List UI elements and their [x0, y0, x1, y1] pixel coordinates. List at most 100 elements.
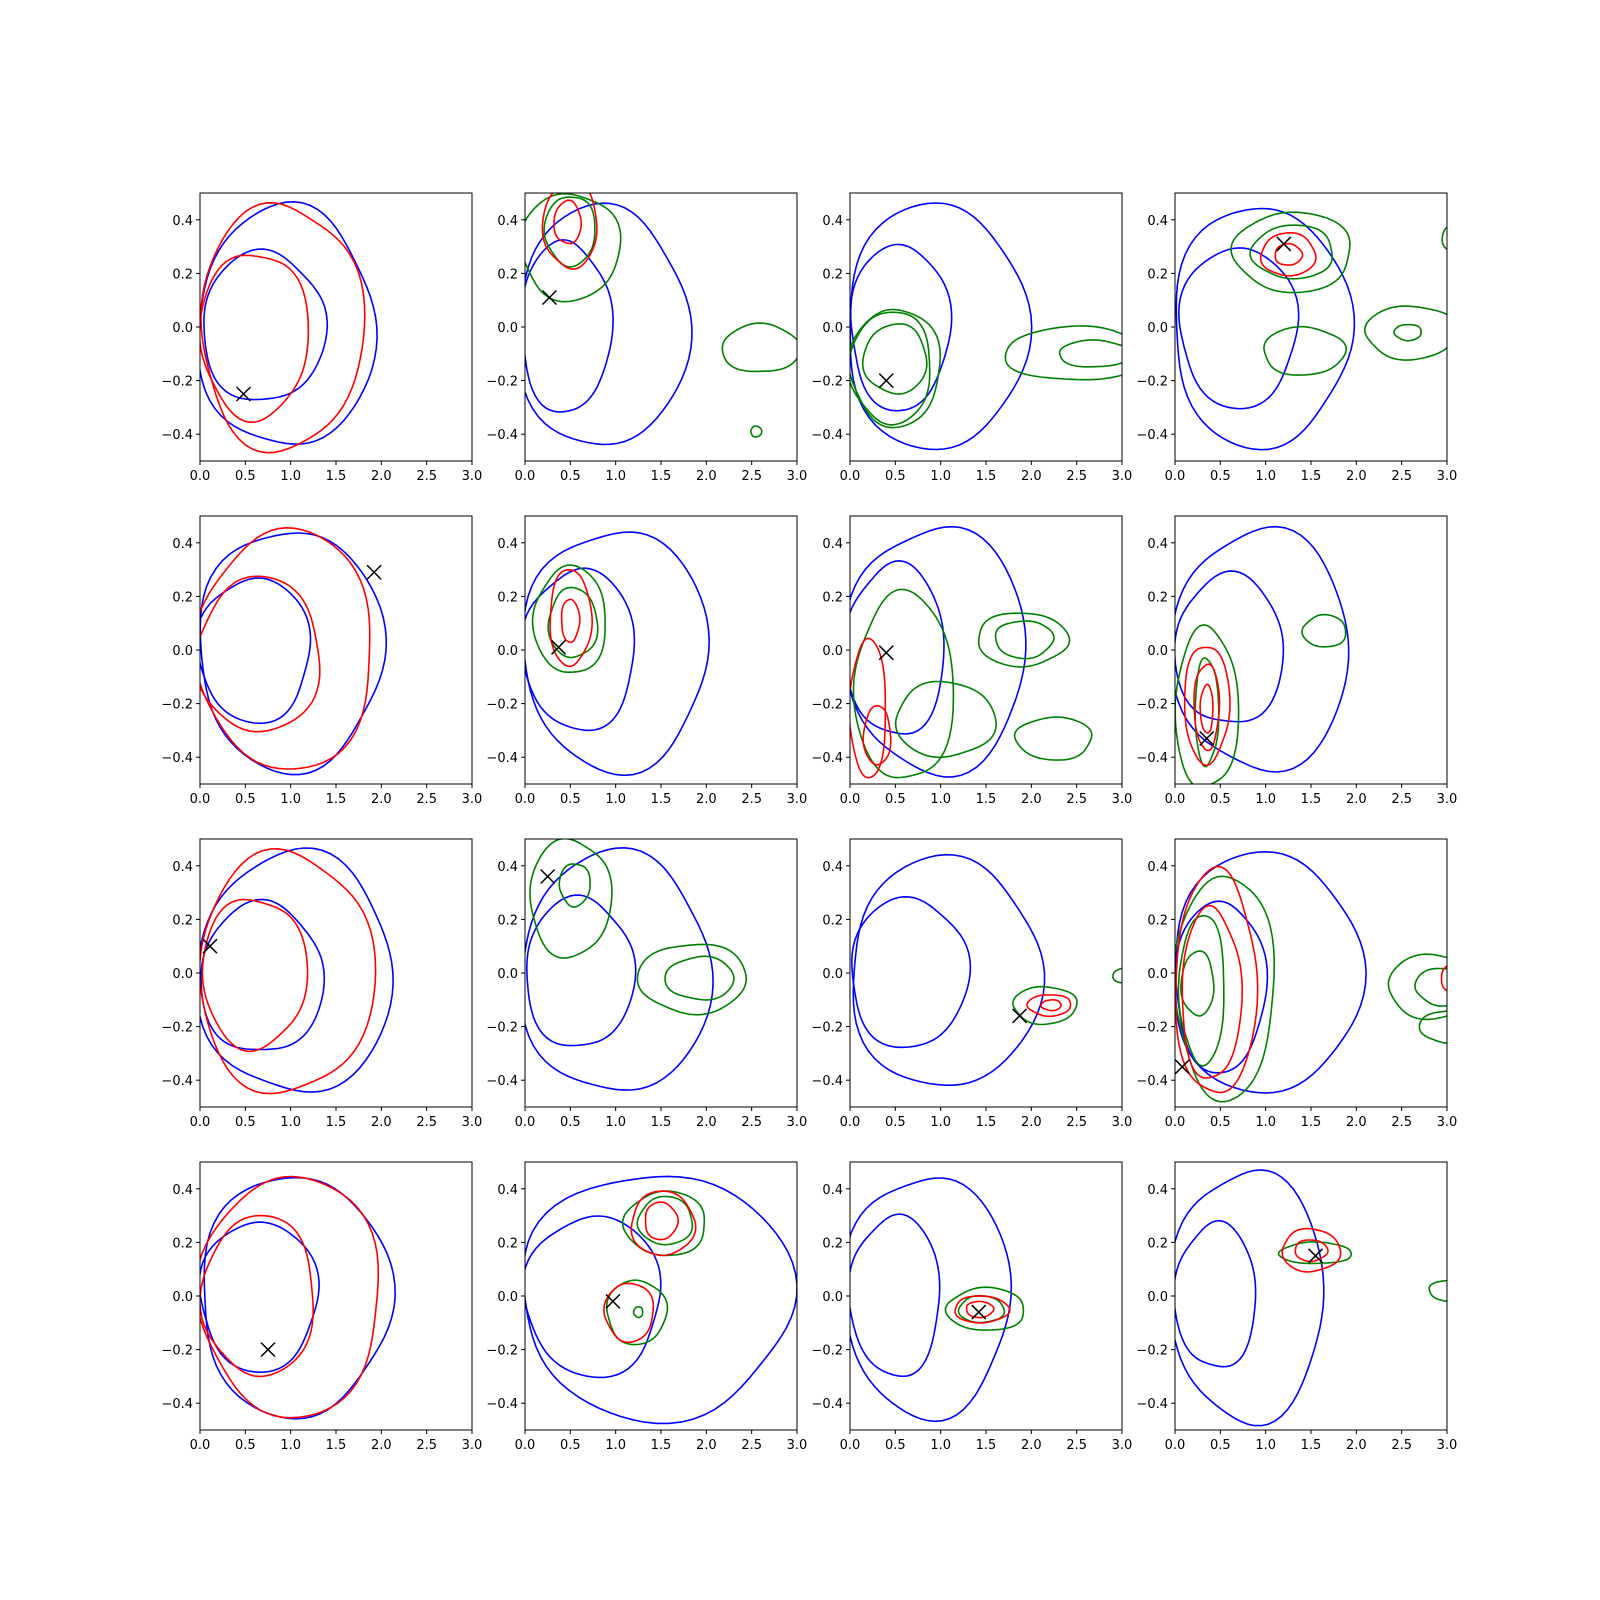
x-marker — [202, 938, 218, 954]
red-contour-line — [200, 254, 310, 424]
y-tick-label: −0.2 — [161, 1021, 193, 1036]
y-tick-label: 0.0 — [497, 321, 518, 336]
axes-frame — [1174, 838, 1448, 1108]
x-tick-label: 2.5 — [1391, 1115, 1412, 1130]
x-tick-label: 1.5 — [651, 1438, 672, 1453]
y-tick-label: −0.4 — [811, 1397, 843, 1412]
green-contour-line — [1277, 1241, 1353, 1265]
green-contour-line — [1428, 1279, 1447, 1303]
green-contour-line — [994, 620, 1055, 660]
x-tick-label: 1.0 — [280, 469, 301, 484]
x-tick-label: 1.0 — [930, 1438, 951, 1453]
y-tick-label: 0.4 — [172, 1183, 193, 1198]
blue-contour-line — [200, 577, 312, 725]
y-tick-label: −0.2 — [486, 375, 518, 390]
x-marker — [1012, 1008, 1028, 1024]
x-tick-label: 1.0 — [605, 469, 626, 484]
x-marker — [541, 289, 558, 306]
x-tick-label: 0.0 — [190, 792, 211, 807]
x-tick-label: 1.5 — [326, 469, 347, 484]
x-tick-label: 2.0 — [1346, 469, 1367, 484]
red-contour-line — [603, 1282, 655, 1344]
x-tick-label: 2.0 — [1021, 469, 1042, 484]
x-tick-label: 2.0 — [371, 792, 392, 807]
axes-frame — [199, 192, 473, 462]
x-tick-label: 3.0 — [1112, 792, 1133, 807]
y-tick-label: 0.2 — [172, 1236, 193, 1251]
green-contour-line — [852, 588, 955, 779]
y-tick-label: 0.0 — [822, 644, 843, 659]
green-contour-line — [1112, 967, 1122, 984]
y-tick-label: 0.2 — [822, 913, 843, 928]
x-tick-label: 2.0 — [1021, 1115, 1042, 1130]
red-contour-line — [1026, 994, 1072, 1018]
x-tick-label: 3.0 — [1112, 1438, 1133, 1453]
y-tick-label: 0.4 — [497, 1183, 518, 1198]
blue-contour-line — [1175, 1219, 1257, 1368]
x-tick-label: 1.0 — [280, 1115, 301, 1130]
x-tick-label: 1.5 — [1301, 1115, 1322, 1130]
x-tick-label: 1.5 — [976, 1438, 997, 1453]
blue-contour-line — [525, 531, 711, 777]
y-tick-label: 0.2 — [1147, 590, 1168, 605]
green-contour-line — [664, 955, 735, 1001]
blue-contour-line — [525, 846, 714, 1091]
contour-layer — [200, 526, 388, 776]
green-contour-line — [850, 311, 931, 426]
x-tick-label: 0.0 — [515, 1115, 536, 1130]
contour-layer — [1175, 207, 1447, 451]
red-contour-line — [1274, 242, 1304, 266]
x-tick-label: 2.5 — [1391, 469, 1412, 484]
x-tick-label: 2.5 — [416, 469, 437, 484]
red-contour-line — [549, 568, 594, 668]
x-tick-label: 3.0 — [787, 1438, 808, 1453]
green-contour-line — [1180, 950, 1215, 1017]
x-tick-label: 0.5 — [1210, 792, 1231, 807]
green-contour-line — [547, 586, 599, 659]
red-contour-line — [200, 847, 377, 1095]
x-tick-label: 3.0 — [1437, 469, 1458, 484]
green-contour-line — [977, 612, 1071, 668]
x-tick-label: 0.5 — [885, 469, 906, 484]
x-tick-label: 2.0 — [696, 1438, 717, 1453]
x-tick-label: 2.0 — [371, 469, 392, 484]
green-contour-line — [621, 1190, 706, 1257]
x-tick-label: 1.5 — [976, 792, 997, 807]
x-tick-label: 3.0 — [1437, 1438, 1458, 1453]
x-tick-label: 1.5 — [651, 1115, 672, 1130]
x-marker — [235, 386, 252, 402]
x-tick-label: 2.0 — [1021, 792, 1042, 807]
green-contour-line — [1414, 967, 1447, 1007]
y-tick-label: −0.2 — [811, 375, 843, 390]
y-tick-label: 0.2 — [822, 267, 843, 282]
green-contour-line — [1177, 915, 1225, 1067]
x-tick-label: 0.5 — [885, 792, 906, 807]
y-tick-label: −0.2 — [486, 698, 518, 713]
x-tick-label: 0.0 — [840, 1115, 861, 1130]
y-tick-label: 0.0 — [822, 321, 843, 336]
blue-contour-line — [850, 1213, 941, 1378]
y-tick-label: 0.4 — [822, 860, 843, 875]
blue-contour-line — [525, 239, 614, 413]
panel-3-2: 0.0 0.5 1.0 1.5 2.0 2.5 3.0 −0.4 −0.2 0.0 0.2 0.4 — [486, 838, 807, 1130]
x-tick-label: 2.5 — [1391, 1438, 1412, 1453]
x-tick-label: 2.5 — [741, 1115, 762, 1130]
y-tick-label: −0.2 — [1136, 375, 1168, 390]
red-contour-line — [954, 1295, 1011, 1324]
y-tick-label: 0.0 — [172, 1290, 193, 1305]
red-contour-line — [850, 637, 887, 779]
blue-contour-line — [1175, 525, 1350, 773]
x-tick-label: 0.5 — [560, 1115, 581, 1130]
x-tick-label: 3.0 — [462, 1115, 483, 1130]
x-tick-label: 3.0 — [1112, 1115, 1133, 1130]
green-contour-line — [636, 943, 748, 1016]
x-tick-label: 2.5 — [416, 1115, 437, 1130]
y-tick-label: 0.2 — [1147, 913, 1168, 928]
x-tick-label: 1.0 — [1255, 1115, 1276, 1130]
contour-layer — [850, 853, 1122, 1086]
axes-frame — [199, 1161, 473, 1431]
y-tick-label: 0.4 — [497, 214, 518, 229]
x-marker — [1276, 236, 1292, 252]
y-tick-label: −0.4 — [811, 428, 843, 443]
x-tick-label: 0.5 — [235, 1115, 256, 1130]
